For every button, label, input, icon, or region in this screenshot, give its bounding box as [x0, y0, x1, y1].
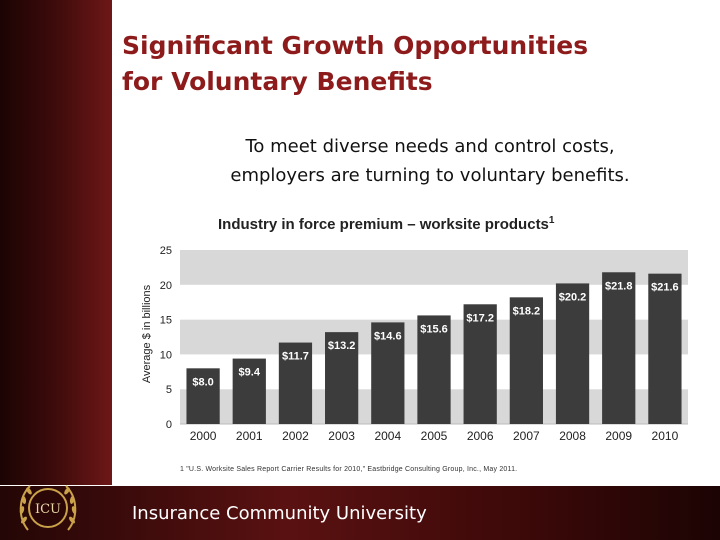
y-tick-label: 20 — [160, 280, 172, 292]
bar-data-label: $14.6 — [374, 330, 402, 342]
left-decorative-band — [0, 0, 112, 485]
bar-data-label: $9.4 — [239, 367, 261, 379]
bar — [509, 297, 543, 424]
bar — [186, 368, 220, 424]
y-tick-label: 5 — [166, 384, 172, 396]
bar — [232, 358, 266, 424]
x-tick-label: 2010 — [652, 429, 679, 443]
bar-data-label: $21.6 — [651, 282, 679, 294]
slide-title-line-2: for Voluntary Benefits — [122, 67, 433, 96]
x-tick-label: 2006 — [467, 429, 494, 443]
bar — [325, 332, 359, 424]
y-axis-label: Average $ in billions — [141, 284, 153, 383]
slide-title-line-1: Significant Growth Opportunities — [122, 31, 589, 60]
footnote: 1 "U.S. Worksite Sales Report Carrier Re… — [180, 466, 518, 473]
x-tick-label: 2004 — [374, 429, 401, 443]
bar-data-label: $15.6 — [420, 323, 448, 335]
slide-subtitle: To meet diverse needs and control costs,… — [170, 132, 690, 190]
bar — [555, 283, 590, 424]
footer-text: Insurance Community University — [132, 503, 427, 524]
y-tick-label: 0 — [166, 419, 172, 431]
y-tick-label: 15 — [160, 315, 172, 327]
x-tick-label: 2007 — [513, 429, 540, 443]
footer-bar: ICU Insurance Community University — [0, 485, 720, 540]
chart-title-text: Industry in force premium – worksite pro… — [218, 216, 549, 233]
bar-data-label: $17.2 — [466, 312, 494, 324]
logo-text: ICU — [35, 502, 61, 517]
x-tick-label: 2002 — [282, 429, 309, 443]
bar-data-label: $8.0 — [192, 376, 213, 388]
x-tick-label: 2008 — [559, 429, 586, 443]
slide-subtitle-line-2: employers are turning to voluntary benef… — [230, 165, 630, 186]
icu-laurel-logo-icon: ICU — [19, 485, 77, 531]
bar — [648, 273, 682, 424]
slide-subtitle-line-1: To meet diverse needs and control costs, — [245, 136, 615, 157]
bar — [417, 315, 451, 424]
y-tick-label: 10 — [160, 349, 172, 361]
bar-data-label: $20.2 — [559, 291, 587, 303]
bar-chart: 0 5 10 15 20 25 Average $ in billions $8.0 2000 $… — [141, 245, 688, 443]
slide-title: Significant Growth Opportunities for Vol… — [122, 28, 682, 100]
chart-title: Industry in force premium – worksite pro… — [218, 215, 554, 233]
bar — [371, 322, 405, 424]
x-tick-label: 2003 — [328, 429, 355, 443]
chart-title-footnote-marker: 1 — [548, 215, 555, 226]
bar — [278, 342, 313, 424]
bar — [602, 272, 636, 424]
y-tick-label: 25 — [160, 245, 172, 257]
bar-data-label: $18.2 — [513, 305, 541, 317]
bar-data-label: $13.2 — [328, 340, 356, 352]
x-tick-label: 2009 — [605, 429, 632, 443]
x-tick-label: 2001 — [236, 429, 263, 443]
bar — [463, 304, 497, 424]
x-tick-label: 2005 — [421, 429, 448, 443]
bar-data-label: $11.7 — [282, 351, 309, 363]
bar-data-label: $21.8 — [605, 280, 633, 292]
x-tick-label: 2000 — [190, 429, 217, 443]
